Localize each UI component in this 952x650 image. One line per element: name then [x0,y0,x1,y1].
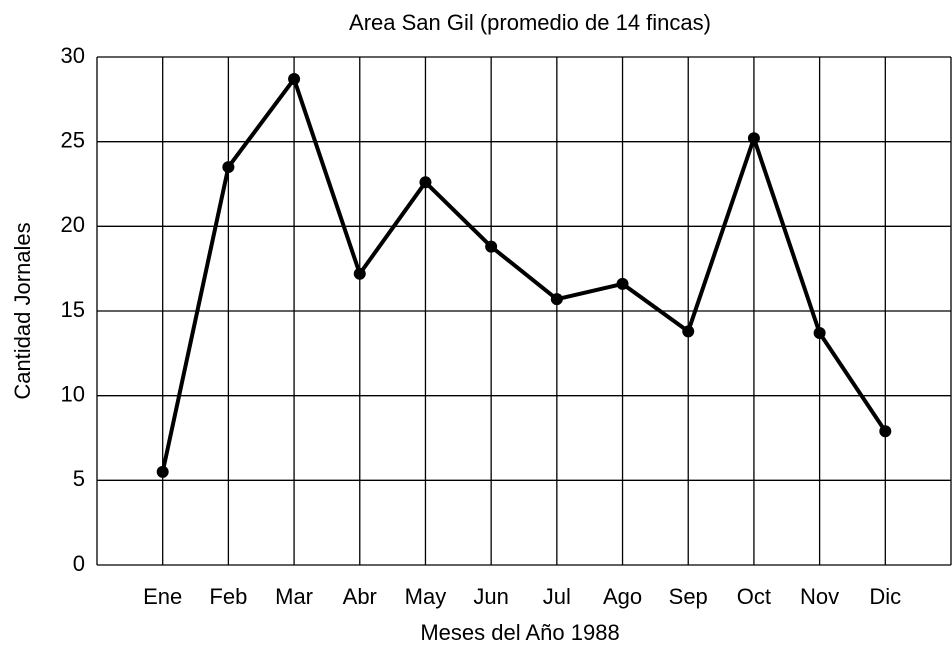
x-tick-label: Dic [869,584,901,609]
data-point [550,293,563,306]
x-tick-label: Mar [275,584,313,609]
data-point [222,161,235,174]
y-tick-label: 5 [73,466,85,491]
x-tick-label: Jun [473,584,508,609]
y-tick-label: 10 [61,381,85,406]
x-tick-label: Jul [543,584,571,609]
y-tick-label: 20 [61,212,85,237]
x-tick-label: May [405,584,447,609]
data-point [747,132,760,145]
x-axis-label: Meses del Año 1988 [420,620,619,645]
data-line [160,77,887,473]
data-point [682,325,695,338]
x-tick-label: Ene [143,584,182,609]
x-tick-label: Oct [737,584,771,609]
data-point [485,240,498,253]
data-point [813,327,826,340]
y-tick-label: 30 [61,43,85,68]
data-point [616,277,629,290]
x-tick-label: Sep [669,584,708,609]
chart-title: Area San Gil (promedio de 14 fincas) [349,10,711,35]
data-point [353,267,366,280]
x-tick-label: Abr [343,584,377,609]
y-tick-label: 15 [61,297,85,322]
x-tick-label: Feb [209,584,247,609]
x-tick-label: Nov [800,584,839,609]
y-axis-label: Cantidad Jornales [10,222,35,399]
data-point [879,425,892,438]
data-point [156,465,169,478]
y-tick-label: 0 [73,551,85,576]
data-point [288,73,301,86]
x-tick-label: Ago [603,584,642,609]
y-tick-label: 25 [61,127,85,152]
data-point [419,176,432,189]
